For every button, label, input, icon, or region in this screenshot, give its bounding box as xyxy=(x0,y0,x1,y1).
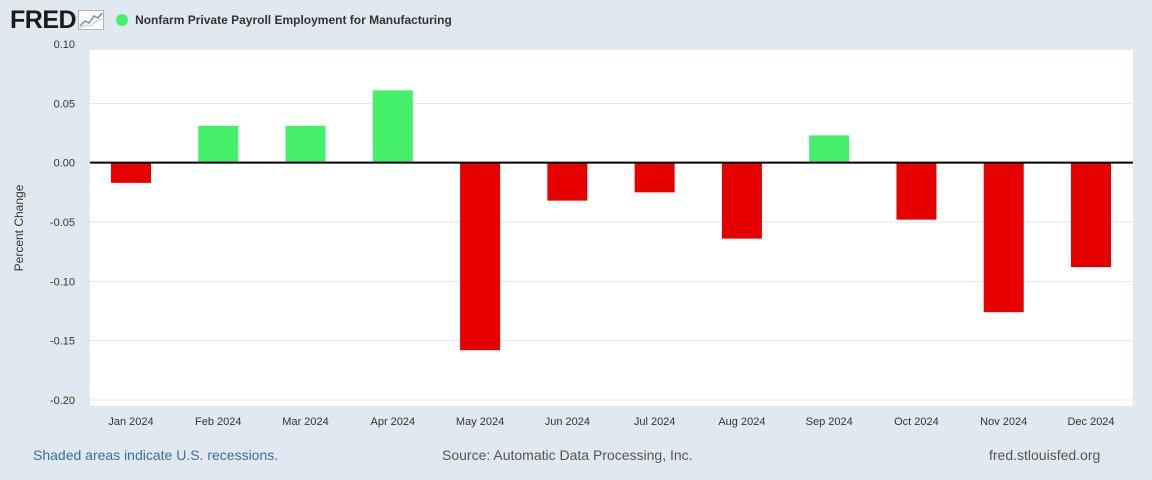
x-tick-label: Apr 2024 xyxy=(370,416,415,428)
bar[interactable] xyxy=(285,125,326,163)
bar[interactable] xyxy=(1071,162,1111,268)
y-axis-label: Percent Change xyxy=(12,184,26,271)
y-axis-ticks: 0.10 0.05 0.00 -0.05 -0.10 -0.15 -0.20 xyxy=(50,39,75,407)
bar[interactable] xyxy=(372,90,413,163)
bars xyxy=(111,90,1111,351)
bar[interactable] xyxy=(547,162,588,201)
y-tick-label: -0.05 xyxy=(50,217,75,229)
x-tick-label: Jun 2024 xyxy=(545,416,590,428)
fred-logo[interactable]: FRED xyxy=(10,5,77,34)
x-tick-label: Jul 2024 xyxy=(634,416,676,428)
bar[interactable] xyxy=(460,162,501,351)
bar[interactable] xyxy=(983,162,1024,313)
recession-note[interactable]: Shaded areas indicate U.S. recessions. xyxy=(33,447,279,463)
legend-series-title[interactable]: Nonfarm Private Payroll Employment for M… xyxy=(135,13,452,27)
x-tick-label: Mar 2024 xyxy=(282,416,328,428)
x-tick-label: Nov 2024 xyxy=(980,416,1027,428)
x-tick-label: Dec 2024 xyxy=(1067,416,1114,428)
bar[interactable] xyxy=(809,135,850,163)
chart-header: FRED Nonfarm Private Payroll Employment … xyxy=(10,6,452,34)
x-tick-label: Aug 2024 xyxy=(718,416,765,428)
y-tick-label: -0.20 xyxy=(50,395,75,407)
legend-marker xyxy=(116,14,129,26)
x-tick-label: Sep 2024 xyxy=(806,416,853,428)
y-tick-label: 0.00 xyxy=(54,158,75,170)
site-link[interactable]: fred.stlouisfed.org xyxy=(989,447,1101,463)
x-tick-label: Jan 2024 xyxy=(108,416,153,428)
y-tick-label: 0.10 xyxy=(54,39,75,51)
y-tick-label: -0.10 xyxy=(50,276,75,288)
bar[interactable] xyxy=(198,125,239,163)
x-tick-label: May 2024 xyxy=(456,416,504,428)
bar[interactable] xyxy=(721,162,762,239)
x-axis-ticks: Jan 2024 Feb 2024 Mar 2024 Apr 2024 May 2024… xyxy=(108,416,1114,428)
bar[interactable] xyxy=(634,162,675,193)
y-tick-label: -0.15 xyxy=(50,336,75,348)
y-tick-label: 0.05 xyxy=(54,98,75,110)
source-note: Source: Automatic Data Processing, Inc. xyxy=(442,447,693,463)
x-tick-label: Oct 2024 xyxy=(894,416,939,428)
plot-background xyxy=(90,50,1133,406)
bar[interactable] xyxy=(111,162,151,183)
x-tick-label: Feb 2024 xyxy=(195,416,241,428)
line-chart-icon xyxy=(78,10,105,30)
bar[interactable] xyxy=(896,162,937,220)
